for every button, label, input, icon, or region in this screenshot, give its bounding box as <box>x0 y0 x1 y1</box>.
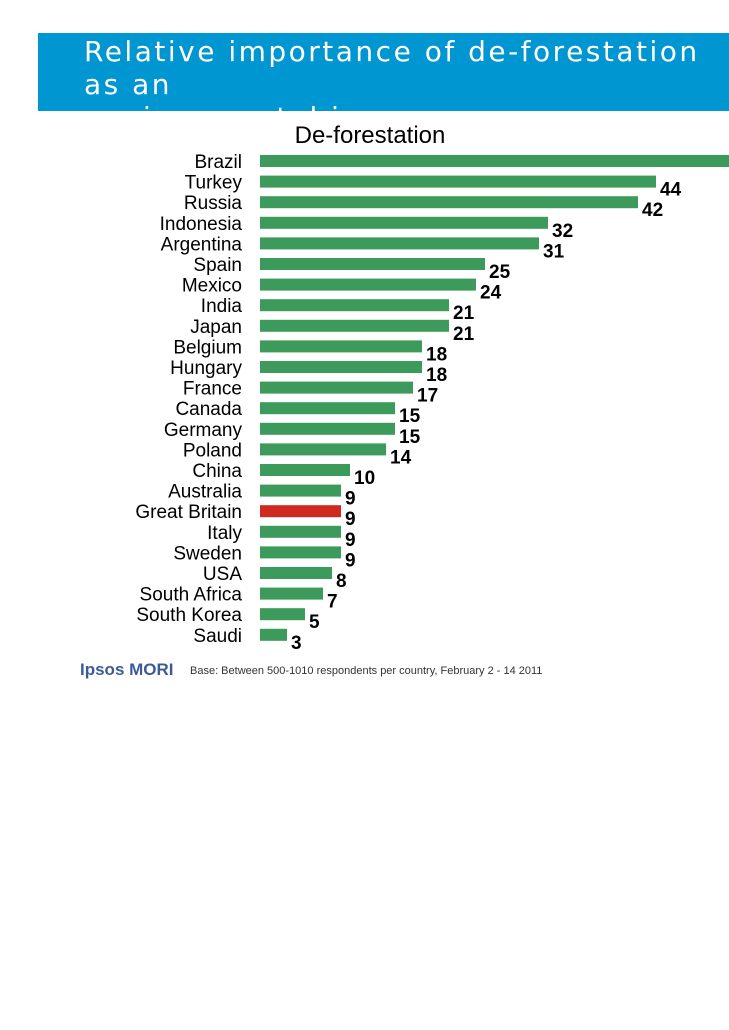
bar <box>260 340 422 353</box>
bar <box>260 422 395 435</box>
title-banner: Relative importance of de-forestation as… <box>38 33 729 111</box>
value-label: 8 <box>336 571 347 592</box>
bar <box>260 319 449 332</box>
value-label: 17 <box>417 386 438 407</box>
category-label: South Korea <box>136 605 242 626</box>
page-title: Relative importance of de-forestation as… <box>84 35 700 111</box>
category-label: Sweden <box>173 543 242 564</box>
bar <box>260 546 341 559</box>
bar <box>260 381 413 394</box>
bar <box>260 608 305 621</box>
bar <box>260 299 449 312</box>
bar <box>260 443 386 456</box>
category-label: Mexico <box>182 276 242 297</box>
bar <box>260 567 332 579</box>
value-label: 18 <box>426 365 447 386</box>
category-label: Russia <box>184 193 243 214</box>
value-label: 18 <box>426 344 447 365</box>
ipsos-mori-logo: Ipsos MORI <box>80 660 174 679</box>
category-label: China <box>192 461 242 482</box>
bar <box>260 628 287 641</box>
value-label: 15 <box>399 427 421 448</box>
category-label: India <box>201 296 243 317</box>
value-label: 15 <box>399 406 421 427</box>
bar <box>260 155 729 167</box>
category-label: Spain <box>193 255 242 276</box>
chart-title: De-forestation <box>295 122 446 149</box>
category-label: Belgium <box>173 337 242 358</box>
value-label: 3 <box>291 633 302 650</box>
value-label: 9 <box>345 530 356 551</box>
value-label: 44 <box>660 180 682 201</box>
bar <box>260 258 485 270</box>
logo-text: Ipsos MORI <box>80 660 174 679</box>
value-label: 24 <box>480 283 502 304</box>
value-label: 14 <box>390 447 412 468</box>
category-label: Hungary <box>170 358 242 379</box>
bar <box>260 484 341 497</box>
bar <box>260 361 422 373</box>
value-label: 25 <box>489 262 511 283</box>
category-label: Canada <box>175 399 242 420</box>
value-label: 21 <box>453 324 475 345</box>
bar <box>260 175 656 188</box>
value-label: 10 <box>354 468 375 489</box>
value-label: 21 <box>453 303 475 324</box>
bar <box>260 525 341 538</box>
category-label: Germany <box>164 420 243 441</box>
bar <box>260 216 548 229</box>
category-label: Turkey <box>185 173 243 194</box>
category-label: South Africa <box>140 585 243 606</box>
category-label: USA <box>203 564 242 585</box>
value-label: 42 <box>642 200 663 221</box>
value-label: 5 <box>309 612 320 633</box>
bar <box>260 237 539 250</box>
category-label: Great Britain <box>135 502 242 523</box>
category-label: Japan <box>190 317 242 338</box>
category-label: France <box>183 379 242 400</box>
value-label: 9 <box>345 489 356 510</box>
category-label: Saudi <box>193 626 242 647</box>
category-label: Argentina <box>161 234 243 255</box>
bar <box>260 505 341 518</box>
category-label: Poland <box>183 440 242 461</box>
bar <box>260 278 476 291</box>
category-label: Indonesia <box>160 214 243 235</box>
bar <box>260 196 638 209</box>
value-label: 7 <box>327 592 338 613</box>
category-label: Italy <box>207 523 242 544</box>
bar <box>260 587 323 600</box>
bar <box>260 402 395 415</box>
value-label: 32 <box>552 221 573 242</box>
value-label: 9 <box>345 509 356 530</box>
bar <box>260 464 350 476</box>
category-label: Brazil <box>194 152 242 173</box>
base-note: Base: Between 500-1010 respondents per c… <box>190 665 543 677</box>
category-label: Australia <box>168 482 242 503</box>
value-label: 9 <box>345 550 356 571</box>
value-label: 31 <box>543 241 565 262</box>
